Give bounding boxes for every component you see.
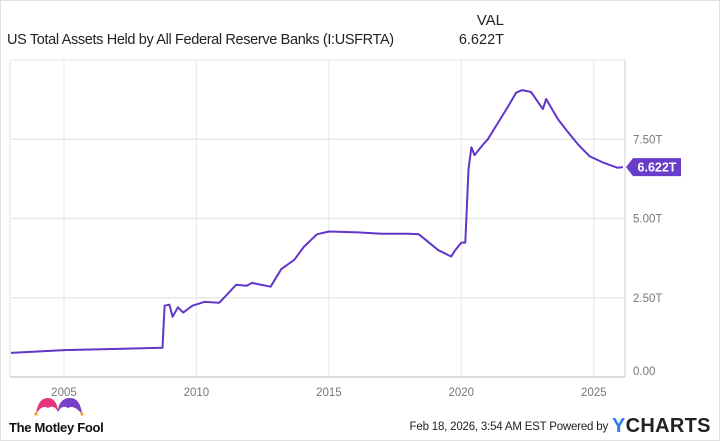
x-tick-label: 2020 [449,387,475,399]
powered-by: Powered by [549,421,608,433]
motley-fool-logo: The Motley Fool [9,398,104,435]
y-tick-label: 2.50T [633,293,662,305]
x-tick-label: 2025 [581,387,607,399]
footer-timestamp: Feb 18, 2026, 3:54 AM EST Powered by [409,421,609,433]
series-line [10,89,624,354]
current-value: 6.622T [458,32,504,48]
timestamp: Feb 18, 2026, 3:54 AM EST [409,421,547,433]
y-tick-label: 0.00 [633,366,655,378]
x-tick-label: 2015 [316,387,342,399]
y-tick-label: 5.00T [633,214,662,226]
jester-hat-icon [34,398,84,416]
last-value-tag [626,158,681,177]
value-column-header: VAL [476,12,504,29]
ycharts-logo-y: Y [612,415,626,437]
ycharts-logo-text: CHARTS [625,415,711,437]
ycharts-logo[interactable]: YCHARTS [612,415,711,438]
series-title: US Total Assets Held by All Federal Rese… [7,32,394,48]
x-tick-label: 2005 [51,387,77,399]
y-tick-label: 7.50T [633,134,662,146]
last-value-label: 6.622T [638,161,677,175]
logo-text: The Motley Fool [9,420,104,435]
x-tick-label: 2010 [184,387,210,399]
